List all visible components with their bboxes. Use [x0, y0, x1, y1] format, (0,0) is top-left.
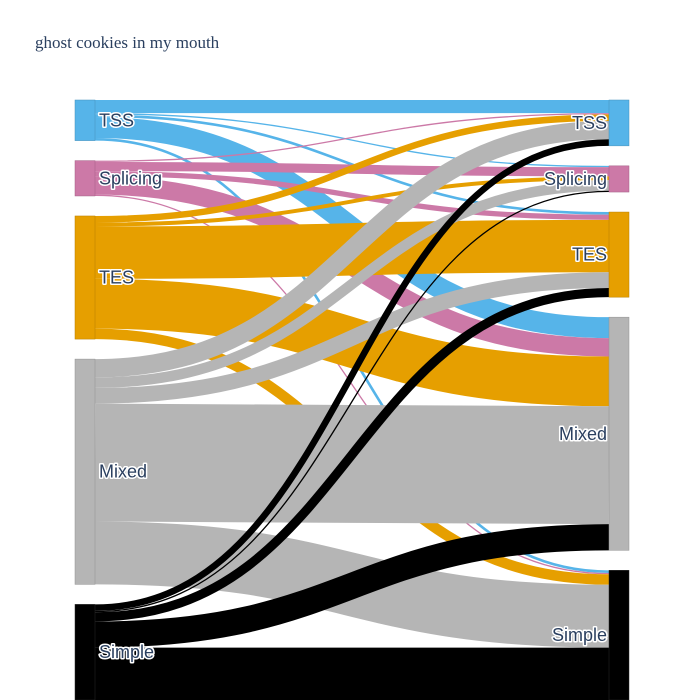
nodes-layer [74, 99, 630, 700]
link-simple-to-tes[interactable] [94, 288, 610, 622]
link-mixed-to-tes[interactable] [94, 272, 610, 404]
node-source-splicing[interactable] [74, 160, 96, 197]
link-mixed-to-tss[interactable] [94, 120, 610, 378]
node-label-target-simple: Simple [552, 625, 607, 645]
node-target-tes[interactable] [608, 211, 630, 298]
node-target-splicing[interactable] [608, 165, 630, 193]
link-simple-to-tss[interactable] [94, 139, 610, 611]
node-source-tss[interactable] [74, 99, 96, 141]
link-simple-to-splicing[interactable] [94, 190, 610, 613]
link-mixed-to-splicing[interactable] [94, 180, 610, 388]
node-label-target-mixed: Mixed [559, 424, 607, 444]
chart-title: ghost cookies in my mouth [35, 33, 220, 52]
link-tes-to-tss[interactable] [94, 114, 610, 223]
node-label-source-mixed: Mixed [99, 462, 147, 482]
node-source-simple[interactable] [74, 604, 96, 700]
links-layer [94, 99, 610, 700]
node-label-target-splicing: Splicing [544, 169, 607, 189]
node-target-tss[interactable] [608, 99, 630, 147]
link-splicing-to-tss[interactable] [94, 113, 610, 162]
link-tes-to-splicing[interactable] [94, 176, 610, 227]
node-target-mixed[interactable] [608, 316, 630, 551]
node-label-source-tes: TES [99, 268, 134, 288]
link-simple-to-mixed[interactable] [94, 524, 610, 648]
link-mixed-to-mixed[interactable] [94, 403, 610, 525]
labels-layer: TSS Splicing TES Mixed Simple TSS Splicing TES M… [98, 109, 609, 664]
node-label-target-tss: TSS [572, 113, 607, 133]
node-label-source-splicing: Splicing [99, 168, 162, 188]
node-source-tes[interactable] [74, 215, 96, 340]
node-source-mixed[interactable] [74, 358, 96, 585]
link-splicing-to-tes[interactable] [94, 171, 610, 220]
node-label-target-tes: TES [572, 245, 607, 265]
node-target-simple[interactable] [608, 570, 630, 700]
node-label-source-simple: Simple [99, 642, 154, 662]
node-label-source-tss: TSS [99, 110, 134, 130]
